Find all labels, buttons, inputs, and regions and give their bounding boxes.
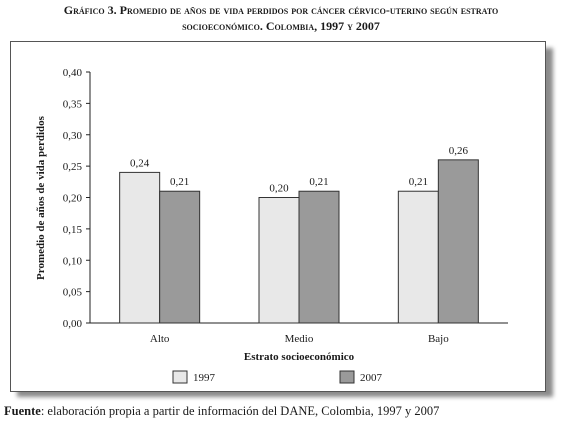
source-note: Fuente: elaboración propia a partir de i…: [4, 404, 439, 419]
bar-1997-alto: [119, 171, 161, 324]
chart-title-line1: Gráfico 3. Promedio de años de vida perd…: [63, 3, 499, 17]
y-tick-label: 0,30: [63, 130, 83, 142]
source-text: : elaboración propia a partir de informa…: [40, 404, 440, 418]
chart-labels: 0,24 0,21 0,20 0,21 0,21 0,26: [130, 145, 468, 195]
legend-swatch-2007: [339, 370, 355, 384]
x-axis-title: Estrato socioeconómico: [244, 351, 355, 363]
y-tick-label: 0,20: [63, 193, 83, 205]
chart-title: Gráfico 3. Promedio de años de vida perd…: [0, 2, 562, 34]
x-tick-label: Bajo: [428, 333, 449, 345]
data-label: 0,21: [309, 176, 328, 188]
legend-label-2007: 2007: [360, 372, 383, 384]
data-label: 0,24: [130, 157, 150, 169]
legend-label-1997: 1997: [193, 372, 216, 384]
data-label: 0,20: [269, 183, 289, 195]
bar-1997-medio: [258, 197, 300, 324]
data-label: 0,26: [449, 145, 469, 157]
data-label: 0,21: [170, 176, 189, 188]
y-tick-label: 0,15: [63, 224, 83, 236]
y-tick-label: 0,00: [63, 318, 83, 330]
y-tick-label: 0,25: [63, 161, 83, 173]
y-tick-label: 0,05: [63, 287, 83, 299]
bar-2007-medio: [298, 190, 340, 324]
bar-1997-bajo: [397, 190, 439, 324]
legend-swatch-1997: [172, 370, 188, 384]
x-tick-label: Medio: [285, 333, 314, 345]
bar-2007-alto: [159, 190, 201, 324]
bar-2007-bajo: [437, 159, 479, 324]
y-tick-label: 0,40: [63, 67, 83, 79]
x-tick-label: Alto: [150, 333, 170, 345]
y-axis-title: Promedio de años de vida perdidos: [35, 115, 47, 280]
chart-title-line2: socioeconómico. Colombia, 1997 y 2007: [182, 19, 380, 33]
source-label: Fuente: [4, 404, 41, 418]
y-tick-label: 0,35: [63, 98, 83, 110]
y-tick-label: 0,10: [63, 255, 83, 267]
data-label: 0,21: [409, 176, 428, 188]
chart-bars: [119, 159, 479, 324]
chart-legend: 1997 2007: [172, 370, 383, 384]
